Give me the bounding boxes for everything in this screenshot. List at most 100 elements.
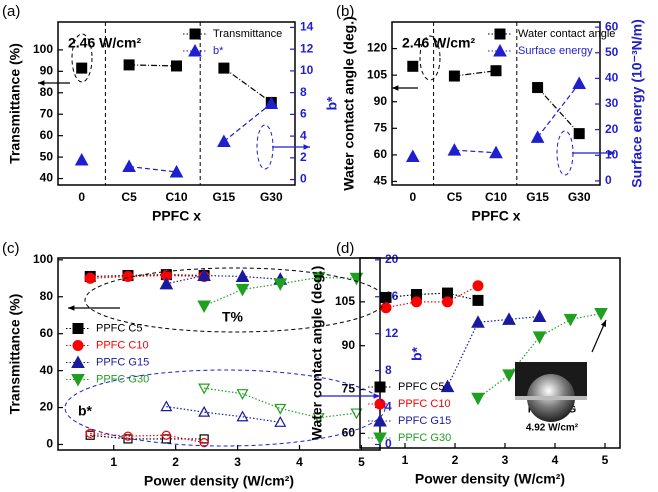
marker [530,130,545,143]
y2-tick-label: 0 [385,437,392,451]
marker [217,134,231,148]
y2-tick-label: 14 [300,20,314,34]
marker [171,60,182,72]
y-axis-label: Water contact angle (deg.) [341,16,357,191]
marker [74,152,89,166]
y2-tick-label: 8 [385,363,392,377]
series-line [385,292,479,301]
y-tick-label: 0 [46,437,53,451]
marker [197,300,211,314]
y2-tick-label: 6 [300,107,307,121]
series-line [385,285,479,309]
y-tick-label: 70 [40,106,54,120]
arrow-head [303,144,310,150]
marker [489,145,503,159]
highlight [84,267,386,333]
y-tick-label: 90 [342,338,356,352]
marker [235,269,250,282]
y-tick-label: 60 [342,426,356,440]
legend-label: Surface energy [518,45,593,57]
x-tick-label: 2 [172,455,179,469]
y-tick-label: 45 [374,174,388,188]
series-line [454,149,497,154]
marker [532,82,544,94]
marker [532,309,547,322]
marker [198,383,211,395]
plot-frame [57,257,381,451]
marker [84,272,96,284]
marker [161,430,171,440]
y2-tick-label: 10 [605,147,619,161]
series-line [129,64,177,67]
marker [373,432,387,446]
marker [76,62,88,74]
marker [494,28,506,40]
marker [71,374,85,387]
marker [594,308,608,321]
marker [350,408,363,420]
series-line [223,67,272,103]
marker [72,340,84,351]
highlight [556,130,574,176]
x-tick-label: 5 [602,453,609,467]
marker [274,403,287,415]
x-axis-label: PPFC x [152,208,201,224]
y-tick-label: 105 [335,294,355,308]
marker [71,355,85,368]
marker [448,70,460,82]
y-axis-label: Water contact angle (deg.) [309,266,325,441]
legend-label: PPFC C5 [96,322,142,334]
y-tick-label: 40 [40,171,54,185]
legend-label: b* [213,45,224,57]
marker [159,276,174,290]
x-axis-label: PPFC x [471,208,520,224]
panel-label: (c) [2,240,20,257]
y2-tick-label: 30 [605,96,619,110]
y-tick-label: 75 [342,382,356,396]
y2-tick-label: 8 [300,85,307,99]
y2-tick-label: 4 [385,400,392,414]
marker [273,278,288,291]
marker [407,60,419,72]
arrow-head [373,393,380,399]
x-tick-label: 0 [78,190,85,204]
legend-label: PPFC G30 [398,432,451,444]
legend-label: PPFC G15 [96,356,149,368]
marker [447,143,462,156]
marker [493,43,507,57]
marker [161,434,171,444]
y2-tick-label: 12 [300,41,314,55]
y2-tick-label: 10 [300,63,314,77]
x-tick-label: C10 [165,190,187,204]
y2-tick-label: 12 [385,326,399,340]
panel-label: (d) [336,240,354,257]
x-axis-label: Power density (W/cm²) [415,471,565,487]
legend-label: PPFC C5 [398,381,444,393]
y2-tick-label: 20 [385,252,399,266]
marker [502,312,516,325]
x-tick-label: G30 [260,190,283,204]
y-tick-label: 90 [40,64,54,78]
marker [472,294,484,306]
legend-label: PPFC C10 [398,398,451,410]
y-tick-label: 80 [40,85,54,99]
y-tick-label: 120 [367,41,387,55]
y-axis-label: Transmittance (%) [7,43,23,164]
legend-label: PPFC G15 [398,415,451,427]
arrow-head [38,80,45,86]
marker [169,164,184,178]
annotation: T% [222,309,244,325]
y2-axis-label: Surface energy (10⁻³N/m) [629,19,645,187]
marker [440,379,455,393]
y-tick-label: 60 [40,326,54,340]
y-tick-label: 80 [40,289,54,303]
y2-tick-label: 0 [605,173,612,187]
marker [264,96,279,109]
x-tick-label: G30 [568,190,591,204]
y2-tick-label: 20 [605,122,619,136]
legend-label: Water contact angle [518,28,615,40]
x-tick-label: G15 [213,190,236,204]
x-tick-label: 5 [358,455,365,469]
marker [374,398,386,410]
